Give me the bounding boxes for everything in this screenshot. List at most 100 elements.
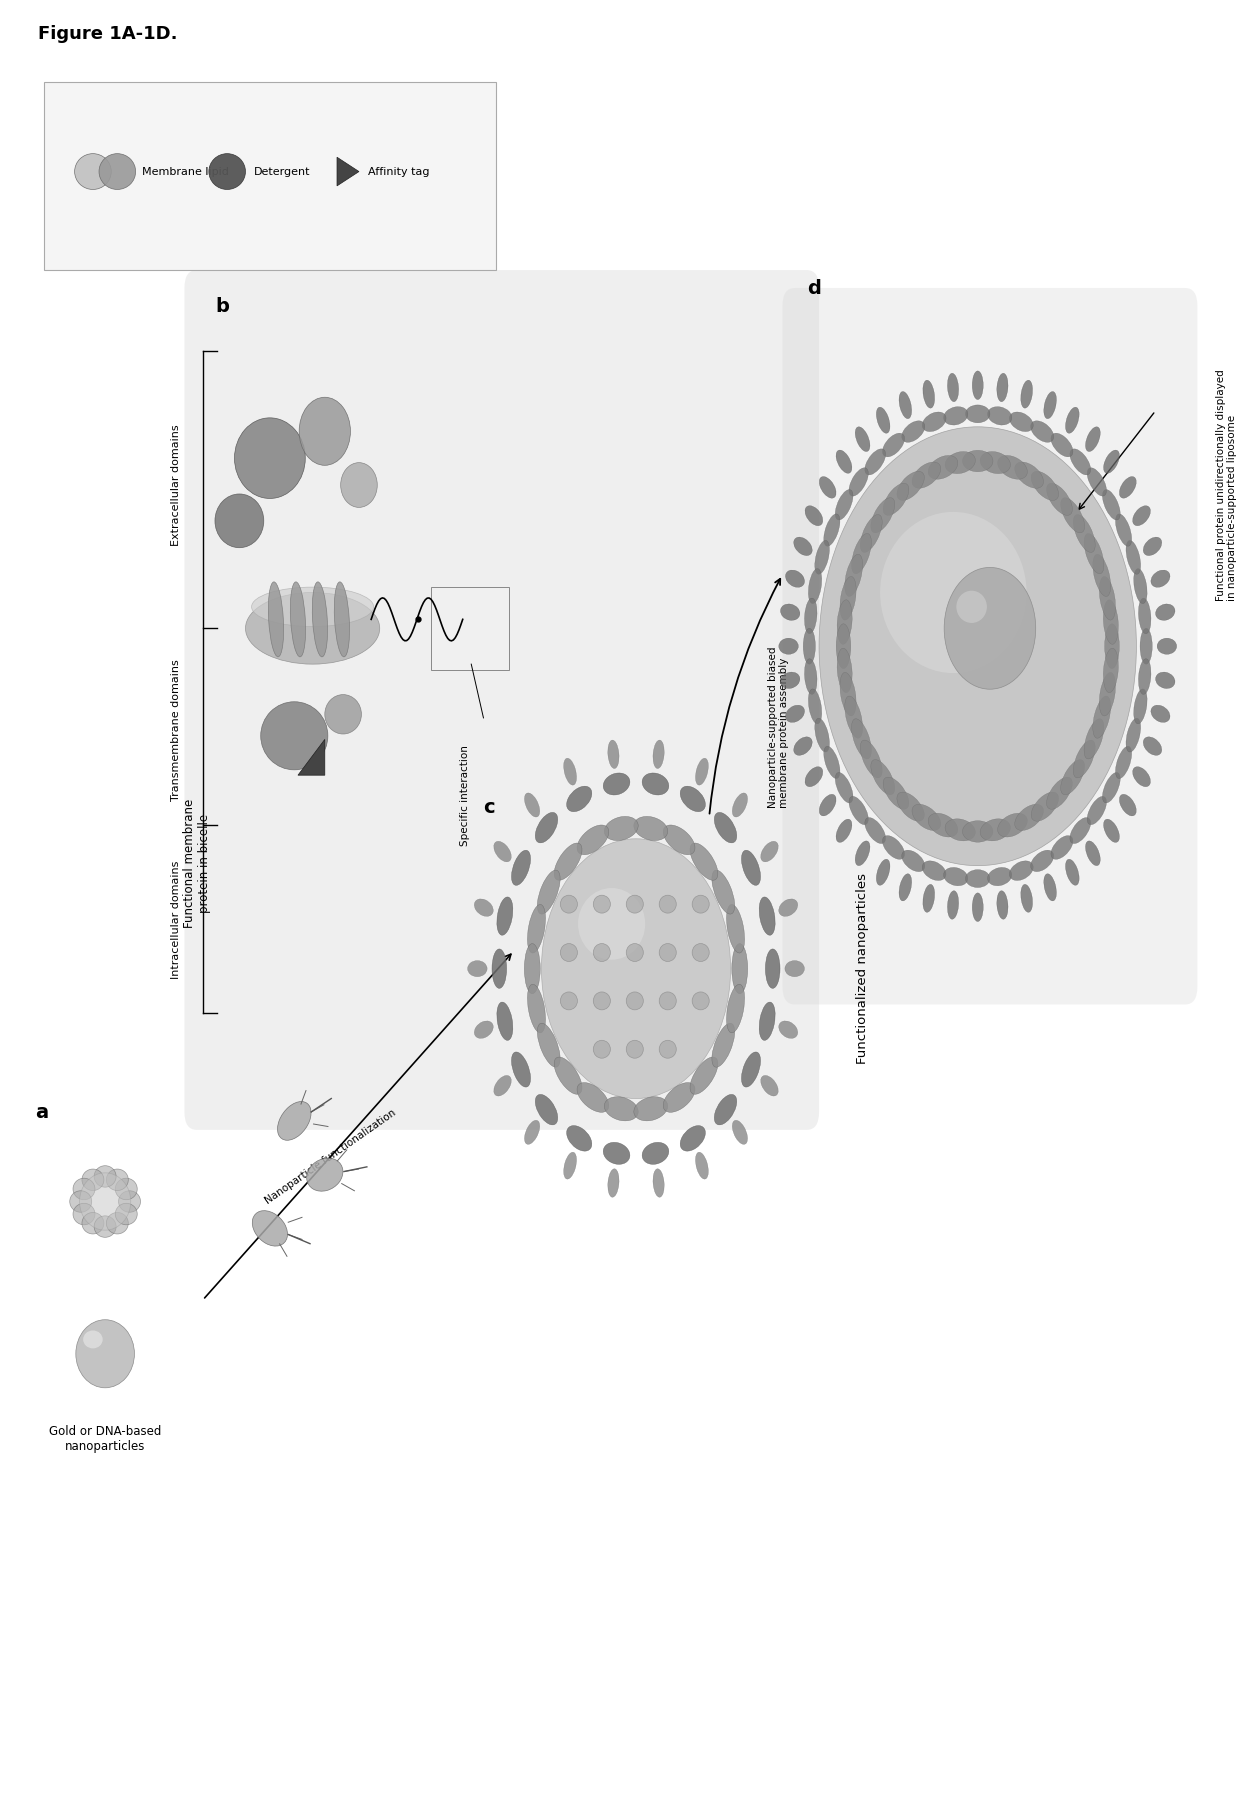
Ellipse shape — [208, 154, 246, 190]
Ellipse shape — [578, 888, 645, 960]
Ellipse shape — [1157, 639, 1177, 655]
Ellipse shape — [998, 813, 1027, 838]
Ellipse shape — [497, 897, 513, 935]
Ellipse shape — [278, 1102, 311, 1141]
Ellipse shape — [626, 992, 644, 1010]
Ellipse shape — [923, 413, 946, 432]
Ellipse shape — [1102, 773, 1120, 804]
Ellipse shape — [820, 427, 1136, 867]
FancyBboxPatch shape — [782, 289, 1198, 1005]
Ellipse shape — [692, 944, 709, 962]
Ellipse shape — [537, 870, 560, 915]
Ellipse shape — [923, 884, 935, 913]
Ellipse shape — [727, 985, 744, 1033]
Ellipse shape — [779, 639, 799, 655]
Ellipse shape — [805, 506, 823, 526]
Ellipse shape — [901, 422, 925, 443]
Ellipse shape — [626, 1041, 644, 1058]
Ellipse shape — [962, 820, 993, 841]
Ellipse shape — [604, 816, 639, 841]
Ellipse shape — [805, 766, 823, 788]
Text: a: a — [36, 1103, 48, 1121]
Ellipse shape — [880, 511, 1027, 673]
Ellipse shape — [966, 870, 990, 888]
Ellipse shape — [804, 628, 816, 664]
FancyBboxPatch shape — [185, 271, 820, 1130]
Text: Specific interaction: Specific interaction — [460, 745, 470, 845]
Ellipse shape — [987, 407, 1012, 425]
Ellipse shape — [69, 1191, 92, 1213]
Ellipse shape — [1092, 554, 1111, 596]
Ellipse shape — [1087, 797, 1106, 825]
Ellipse shape — [467, 960, 487, 976]
Ellipse shape — [634, 816, 667, 841]
Ellipse shape — [1084, 719, 1104, 759]
Ellipse shape — [1138, 597, 1151, 633]
Ellipse shape — [1092, 696, 1111, 737]
Ellipse shape — [603, 1143, 630, 1164]
Ellipse shape — [1104, 820, 1120, 843]
Ellipse shape — [1032, 793, 1059, 822]
Ellipse shape — [681, 1125, 706, 1152]
Ellipse shape — [1143, 737, 1162, 755]
Ellipse shape — [852, 719, 872, 759]
Ellipse shape — [1151, 705, 1171, 723]
Ellipse shape — [604, 1096, 639, 1121]
Ellipse shape — [268, 581, 284, 657]
Ellipse shape — [560, 944, 578, 962]
Ellipse shape — [642, 1143, 668, 1164]
Text: b: b — [215, 298, 229, 316]
Ellipse shape — [1060, 497, 1085, 533]
Ellipse shape — [525, 793, 539, 816]
Ellipse shape — [1021, 380, 1033, 409]
Ellipse shape — [714, 813, 737, 843]
Ellipse shape — [836, 820, 852, 843]
Text: Transmembrane domains: Transmembrane domains — [171, 660, 181, 802]
Ellipse shape — [1126, 718, 1141, 752]
Ellipse shape — [944, 407, 968, 425]
Ellipse shape — [689, 1057, 718, 1094]
Ellipse shape — [923, 861, 946, 881]
Ellipse shape — [593, 992, 610, 1010]
Ellipse shape — [861, 515, 882, 553]
Ellipse shape — [1132, 506, 1151, 526]
Text: Gold or DNA-based
nanoparticles: Gold or DNA-based nanoparticles — [48, 1426, 161, 1453]
Ellipse shape — [494, 841, 511, 861]
Ellipse shape — [215, 493, 264, 547]
Ellipse shape — [794, 536, 812, 556]
Ellipse shape — [836, 450, 852, 474]
Ellipse shape — [560, 992, 578, 1010]
Ellipse shape — [634, 1096, 667, 1121]
Ellipse shape — [1126, 540, 1141, 574]
Ellipse shape — [980, 818, 1011, 841]
Ellipse shape — [870, 497, 895, 533]
Ellipse shape — [115, 1204, 138, 1225]
Ellipse shape — [497, 1003, 513, 1041]
Ellipse shape — [1052, 432, 1073, 457]
Ellipse shape — [1138, 658, 1151, 694]
Ellipse shape — [1085, 841, 1100, 867]
Ellipse shape — [1074, 741, 1095, 779]
Ellipse shape — [815, 540, 830, 574]
Ellipse shape — [808, 689, 822, 723]
Ellipse shape — [82, 1213, 104, 1234]
Ellipse shape — [844, 554, 863, 596]
Ellipse shape — [945, 452, 976, 474]
Ellipse shape — [246, 592, 379, 664]
Text: Extracellular domains: Extracellular domains — [171, 423, 181, 545]
Ellipse shape — [82, 1170, 104, 1191]
Ellipse shape — [1116, 513, 1132, 545]
Ellipse shape — [823, 746, 839, 779]
Ellipse shape — [1044, 874, 1056, 901]
Ellipse shape — [696, 759, 708, 786]
Ellipse shape — [306, 1159, 343, 1191]
Ellipse shape — [923, 380, 935, 409]
Ellipse shape — [1105, 624, 1120, 669]
Ellipse shape — [660, 944, 676, 962]
Ellipse shape — [901, 850, 925, 872]
Ellipse shape — [1133, 569, 1147, 603]
Ellipse shape — [1070, 448, 1091, 475]
Ellipse shape — [785, 960, 805, 976]
Ellipse shape — [897, 793, 924, 822]
Ellipse shape — [761, 841, 779, 861]
